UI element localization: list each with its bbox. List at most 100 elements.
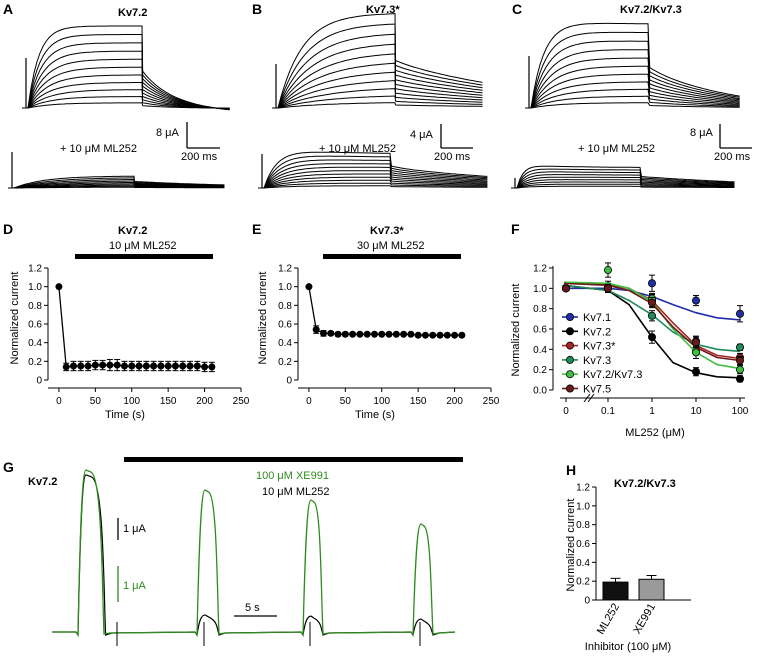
axis-break bbox=[583, 393, 591, 403]
y-tick-label: 1.0 bbox=[278, 282, 292, 293]
data-point bbox=[319, 329, 327, 337]
bar bbox=[602, 581, 629, 601]
panel-e-title: Kv7.3* bbox=[370, 225, 404, 237]
panel-f-plot: 0.0 0.2 0.4 0.6 0.8 1.0 1.2 0 0.1 1 10 100 bbox=[533, 262, 749, 417]
panel-c-scale-time: 200 ms bbox=[714, 151, 751, 163]
current-trace bbox=[272, 71, 483, 109]
legend-label: Kv7.1 bbox=[583, 312, 611, 324]
y-tick-label: 0.8 bbox=[278, 301, 292, 312]
panel-c-scalebar: 8 μA 200 ms bbox=[690, 124, 752, 163]
panel-b-drug-traces bbox=[258, 151, 488, 189]
data-point bbox=[142, 362, 150, 370]
panel-d-title: Kv7.2 bbox=[118, 225, 147, 237]
current-trace bbox=[272, 13, 483, 109]
data-point bbox=[99, 361, 107, 369]
data-point bbox=[400, 330, 408, 338]
data-point bbox=[736, 309, 745, 318]
data-point bbox=[414, 331, 422, 339]
data-point bbox=[692, 367, 701, 376]
data-point bbox=[84, 362, 92, 370]
data-point bbox=[648, 311, 657, 320]
y-tick-label: 0.6 bbox=[533, 325, 547, 336]
x-tick-label: 150 bbox=[160, 396, 177, 407]
data-point bbox=[562, 284, 571, 293]
panel-g-scalebars: 1 μA 1 μA 5 s bbox=[117, 518, 277, 617]
current-trace bbox=[525, 65, 740, 109]
series-line bbox=[308, 286, 462, 336]
panel-letter-d: D bbox=[3, 221, 13, 237]
panel-f-legend: Kv7.1 Kv7.2 Kv7.3* Kv7.3 Kv7.2/Kv7.3 Kv7.5 bbox=[562, 312, 642, 396]
y-tick-label: 0.4 bbox=[28, 338, 42, 349]
x-tick-label: XE991 bbox=[631, 602, 658, 637]
current-trace bbox=[8, 180, 225, 189]
panel-c-scale-current: 8 μA bbox=[690, 127, 714, 139]
y-tick-label: 1.2 bbox=[28, 264, 42, 275]
panel-g-scale-green: 1 μA bbox=[123, 580, 147, 592]
legend-marker bbox=[566, 370, 575, 379]
panel-d-drug-label: 10 μM ML252 bbox=[109, 240, 176, 252]
current-trace bbox=[258, 166, 488, 189]
panel-g-drug-green: 100 μM XE991 bbox=[256, 470, 329, 482]
y-tick-label: 0.8 bbox=[28, 301, 42, 312]
panel-g-traces bbox=[52, 469, 456, 646]
panel-b-title: Kv7.3* bbox=[366, 4, 400, 16]
data-point bbox=[69, 362, 77, 370]
current-trace bbox=[258, 185, 488, 189]
panel-c-drug-label: + 10 μM ML252 bbox=[578, 143, 655, 155]
current-trace bbox=[272, 102, 483, 109]
y-tick-label: 0.6 bbox=[28, 320, 42, 331]
data-point bbox=[201, 363, 209, 371]
panel-a-scale-current: 8 μA bbox=[156, 127, 180, 139]
panel-letter-e: E bbox=[252, 221, 261, 237]
current-trace bbox=[525, 57, 740, 109]
current-trace bbox=[22, 42, 230, 110]
panel-e-drug-bar bbox=[323, 254, 461, 259]
y-tick-label: 1.0 bbox=[28, 282, 42, 293]
x-tick-label: 100 bbox=[373, 396, 390, 407]
panel-g-scale-black: 1 μA bbox=[123, 523, 147, 535]
panel-letter-f: F bbox=[511, 221, 520, 237]
current-trace bbox=[511, 168, 735, 189]
y-tick-label: 1.2 bbox=[278, 264, 292, 275]
current-trace bbox=[258, 170, 488, 189]
current-trace bbox=[525, 102, 740, 109]
panel-b-scale-time: 200 ms bbox=[434, 151, 471, 163]
x-tick-label: 50 bbox=[340, 396, 352, 407]
data-point bbox=[208, 363, 216, 371]
panel-g-label: Kv7.2 bbox=[28, 476, 57, 488]
panel-letter-h: H bbox=[566, 462, 576, 478]
x-tick-label: 0.1 bbox=[601, 406, 615, 417]
x-tick-label: 100 bbox=[732, 406, 749, 417]
data-point bbox=[648, 279, 657, 288]
current-trace bbox=[511, 183, 735, 189]
current-trace bbox=[258, 179, 488, 189]
panel-letter-a: A bbox=[3, 1, 13, 17]
legend-label: Kv7.3 bbox=[583, 355, 611, 367]
panel-d-drug-bar bbox=[75, 254, 213, 259]
y-tick-label: 0.6 bbox=[278, 320, 292, 331]
panel-e-drug-label: 30 μM ML252 bbox=[357, 240, 424, 252]
current-trace bbox=[272, 23, 483, 109]
axis-break bbox=[587, 393, 595, 403]
panel-g-drug-bar bbox=[124, 457, 463, 462]
data-point bbox=[179, 362, 187, 370]
current-trace bbox=[258, 176, 488, 189]
data-point bbox=[171, 362, 179, 370]
data-point bbox=[604, 266, 613, 275]
panel-h: H Kv7.2/Kv7.3 0 0.2 0.4 0.6 0.8 1.0 1.2 ML252 XE… bbox=[565, 462, 691, 653]
current-trace bbox=[525, 49, 740, 109]
panel-c: C Kv7.2/Kv7.3 8 μA 200 ms + 10 μM ML252 bbox=[511, 1, 752, 189]
panel-b-control-traces bbox=[272, 13, 483, 109]
panel-c-drug-traces bbox=[511, 165, 735, 189]
current-trace bbox=[511, 165, 735, 189]
panel-f: F 0.00.20.40.60.81.01.20 0.1 1 10 100 Kv7.1K… bbox=[510, 221, 749, 439]
panel-d-xlabel: Time (s) bbox=[105, 409, 145, 421]
data-point bbox=[407, 330, 415, 338]
panel-h-plot: 0 0.2 0.4 0.6 0.8 1.0 1.2 ML252 XE991 bbox=[576, 483, 691, 637]
data-point bbox=[164, 362, 172, 370]
panel-a-control-traces bbox=[22, 25, 230, 111]
x-tick-label: 100 bbox=[123, 396, 140, 407]
data-point bbox=[736, 343, 745, 352]
x-tick-label: 1 bbox=[649, 406, 655, 417]
current-trace bbox=[8, 175, 225, 189]
